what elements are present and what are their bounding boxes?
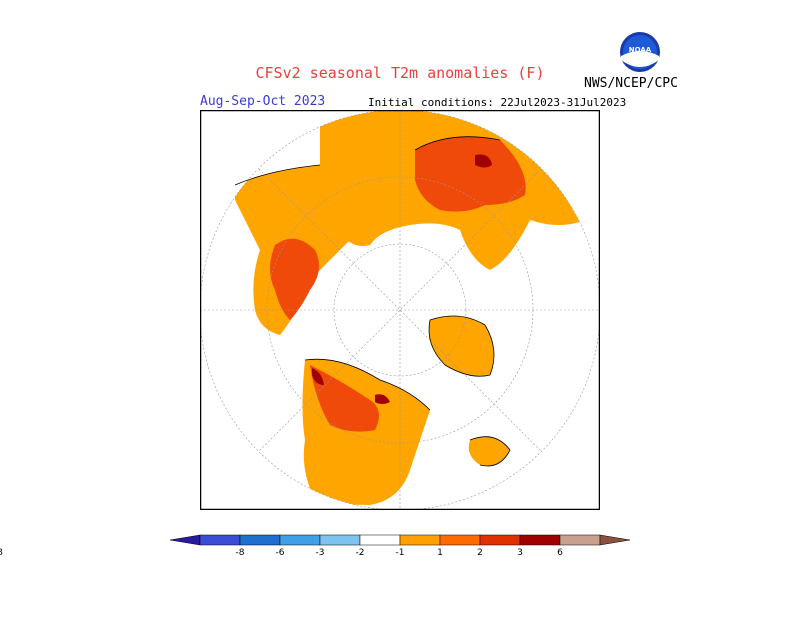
initial-conditions-label: Initial conditions: 22Jul2023-31Jul2023 bbox=[368, 96, 627, 109]
colorbar-tick-label: -3 bbox=[315, 548, 325, 558]
noaa-logo: NOAA bbox=[620, 32, 660, 72]
colorbar-tick-label: -8 bbox=[235, 548, 245, 558]
colorbar-left-arrow bbox=[170, 534, 201, 546]
colorbar-tick-label: 2 bbox=[477, 548, 483, 558]
coastlines bbox=[234, 136, 511, 467]
map-title: CFSv2 seasonal T2m anomalies (F) bbox=[255, 64, 545, 82]
colorbar-cell bbox=[479, 534, 521, 546]
colorbar-cell bbox=[279, 534, 321, 546]
colorbar-cell bbox=[359, 534, 401, 546]
colorbar-tick-label: 6 bbox=[557, 548, 563, 558]
org-label: NWS/NCEP/CPC bbox=[584, 76, 678, 91]
colorbar-cell bbox=[559, 534, 601, 546]
colorbar-tick-label: -1 bbox=[395, 548, 405, 558]
colorbar-cell bbox=[439, 534, 481, 546]
colorbar-cell bbox=[239, 534, 281, 546]
anomaly-fields bbox=[235, 110, 585, 505]
colorbar-cell bbox=[519, 534, 561, 546]
season-label: Aug-Sep-Oct 2023 bbox=[200, 94, 326, 109]
svg-text:NOAA: NOAA bbox=[629, 46, 652, 54]
colorbar-tick-label: 8 bbox=[0, 548, 3, 558]
colorbar-tick-label: -6 bbox=[275, 548, 285, 558]
graticule bbox=[200, 110, 600, 510]
colorbar-cell bbox=[319, 534, 361, 546]
colorbar-tick-label: 1 bbox=[437, 548, 443, 558]
colorbar-tick-label: 3 bbox=[517, 548, 523, 558]
colorbar-right-arrow bbox=[599, 534, 630, 546]
polar-anomaly-map bbox=[200, 110, 600, 510]
colorbar-cell bbox=[399, 534, 441, 546]
colorbar-cell bbox=[199, 534, 241, 546]
colorbar bbox=[170, 534, 630, 546]
colorbar-tick-label: -2 bbox=[355, 548, 365, 558]
